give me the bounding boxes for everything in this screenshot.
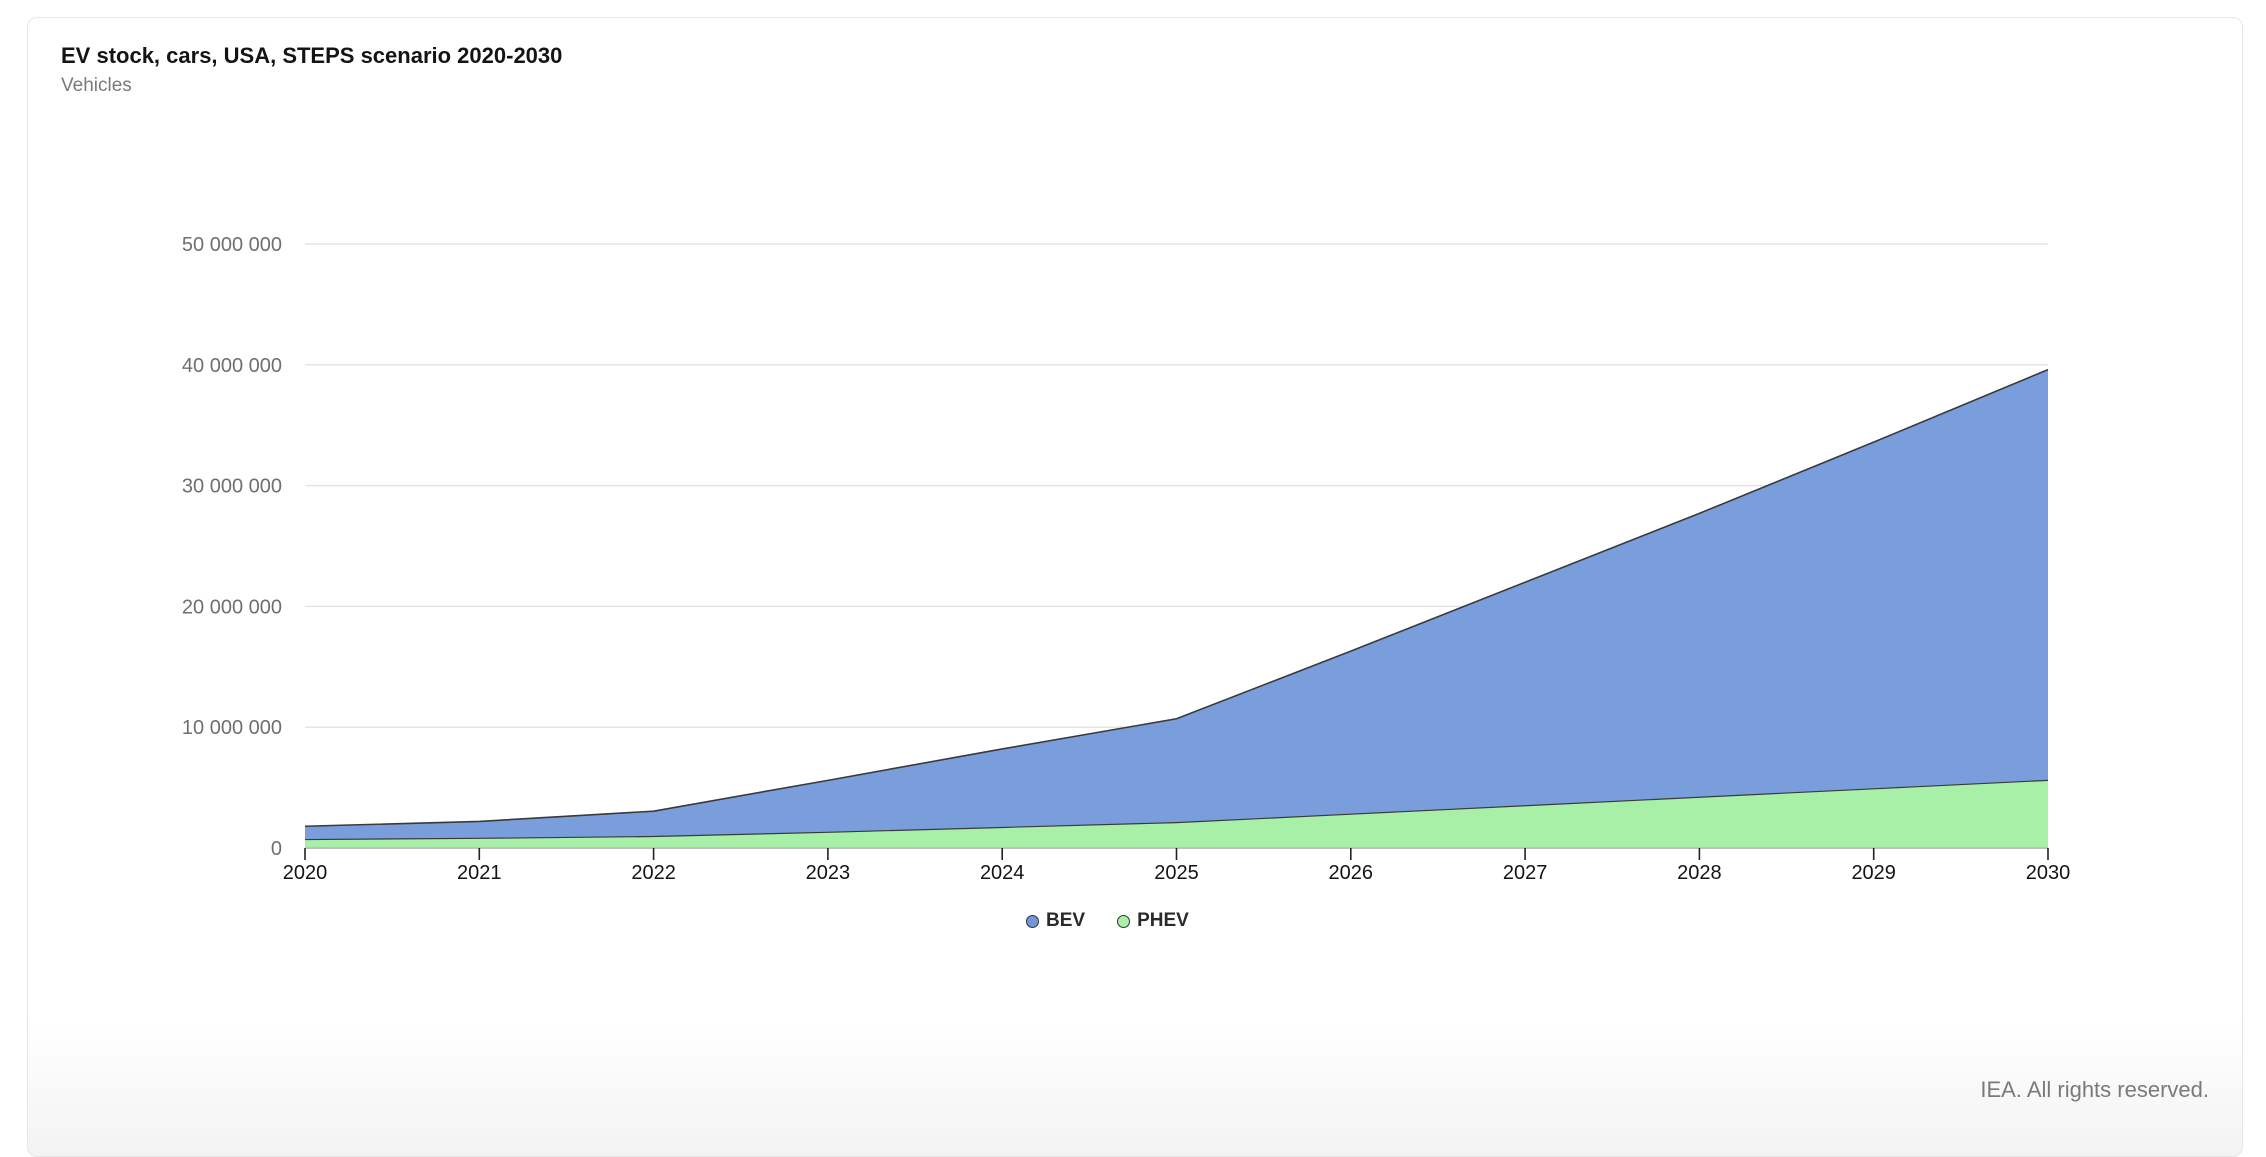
x-tick-label: 2023 — [806, 862, 851, 884]
area-chart: 0 10 000 000 20 000 000 30 000 000 40 000 00… — [182, 234, 2071, 884]
x-tick-label: 2029 — [1851, 862, 1896, 884]
y-tick-label: 10 000 000 — [182, 717, 282, 739]
legend-swatch-phev — [1117, 914, 1131, 928]
line-phev-top — [304, 779, 2049, 841]
legend-item-bev[interactable]: BEV — [1026, 910, 1085, 932]
legend-swatch-bev — [1026, 914, 1039, 928]
chart-subtitle: Vehicles — [61, 75, 132, 96]
x-tick-label: 2030 — [2026, 862, 2071, 884]
chart-legend: BEV PHEV — [1026, 910, 1189, 932]
x-tick-label: 2024 — [980, 862, 1025, 884]
x-tick-label: 2022 — [631, 862, 676, 884]
y-tick-label: 50 000 000 — [182, 234, 282, 256]
area-phev[interactable] — [305, 780, 2048, 848]
x-tick-label: 2027 — [1503, 862, 1548, 884]
y-tick-label: 40 000 000 — [182, 355, 282, 377]
y-tick-label: 30 000 000 — [182, 476, 282, 498]
x-tick-label: 2020 — [283, 862, 328, 884]
y-tick-label: 20 000 000 — [182, 596, 282, 618]
chart-title: EV stock, cars, USA, STEPS scenario 2020… — [61, 43, 563, 68]
legend-item-phev[interactable]: PHEV — [1117, 910, 1189, 932]
legend-label-bev: BEV — [1046, 910, 1086, 931]
copyright-notice: IEA. All rights reserved. — [1980, 1077, 2209, 1102]
x-tick-label: 2028 — [1677, 862, 1722, 884]
line-bev-top — [304, 368, 2049, 828]
area-bev[interactable] — [305, 369, 2048, 840]
y-tick-label: 0 — [271, 838, 282, 860]
x-tick-label: 2026 — [1329, 862, 1374, 884]
legend-label-phev: PHEV — [1137, 910, 1189, 931]
x-tick-label: 2025 — [1154, 862, 1199, 884]
x-tick-label: 2021 — [457, 862, 502, 884]
